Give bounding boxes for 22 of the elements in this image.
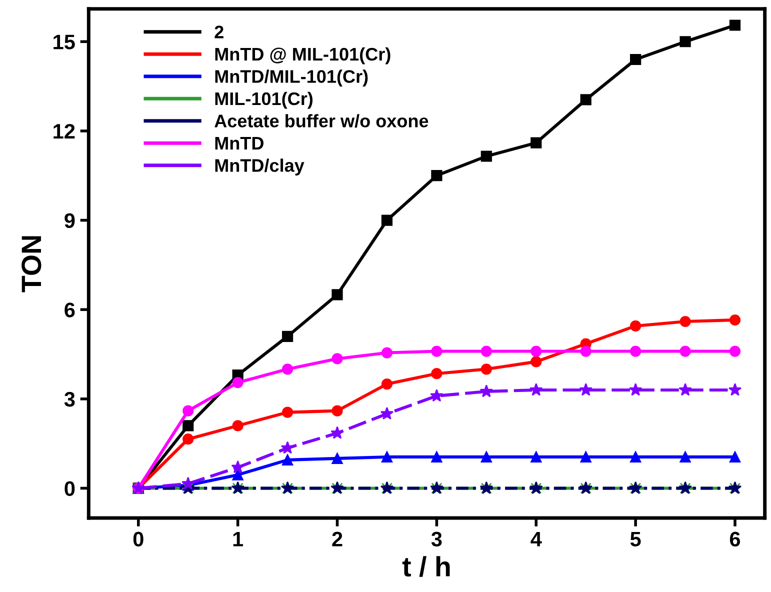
y-tick-label: 0 <box>64 481 75 496</box>
legend-label: MnTD/MIL-101(Cr) <box>215 70 368 86</box>
x-tick-label: 2 <box>332 532 342 546</box>
y-tick-label: 9 <box>64 213 75 228</box>
y-tick-label: 6 <box>64 302 75 318</box>
x-tick-label: 6 <box>730 532 740 546</box>
x-tick-label: 3 <box>431 532 442 547</box>
x-tick-label: 0 <box>133 532 144 546</box>
x-tick-label: 4 <box>530 532 542 546</box>
legend-label: MnTD/clay <box>215 158 304 176</box>
legend-label: 2 <box>214 26 224 38</box>
x-tick-label: 5 <box>630 532 641 546</box>
x-tick-label: 1 <box>233 532 244 546</box>
y-axis-title: TON <box>22 236 42 292</box>
x-axis-title: t / h <box>402 556 450 577</box>
legend-label: Acetate buffer w/o oxone <box>214 114 428 128</box>
y-tick-label: 12 <box>54 124 75 138</box>
legend-label: MnTD <box>215 137 264 150</box>
y-tick-label: 3 <box>64 392 75 407</box>
legend-label: MIL-101(Cr) <box>215 92 313 109</box>
legend-label: MnTD @ MIL-101(Cr) <box>215 47 390 64</box>
y-tick-label: 15 <box>54 34 75 50</box>
